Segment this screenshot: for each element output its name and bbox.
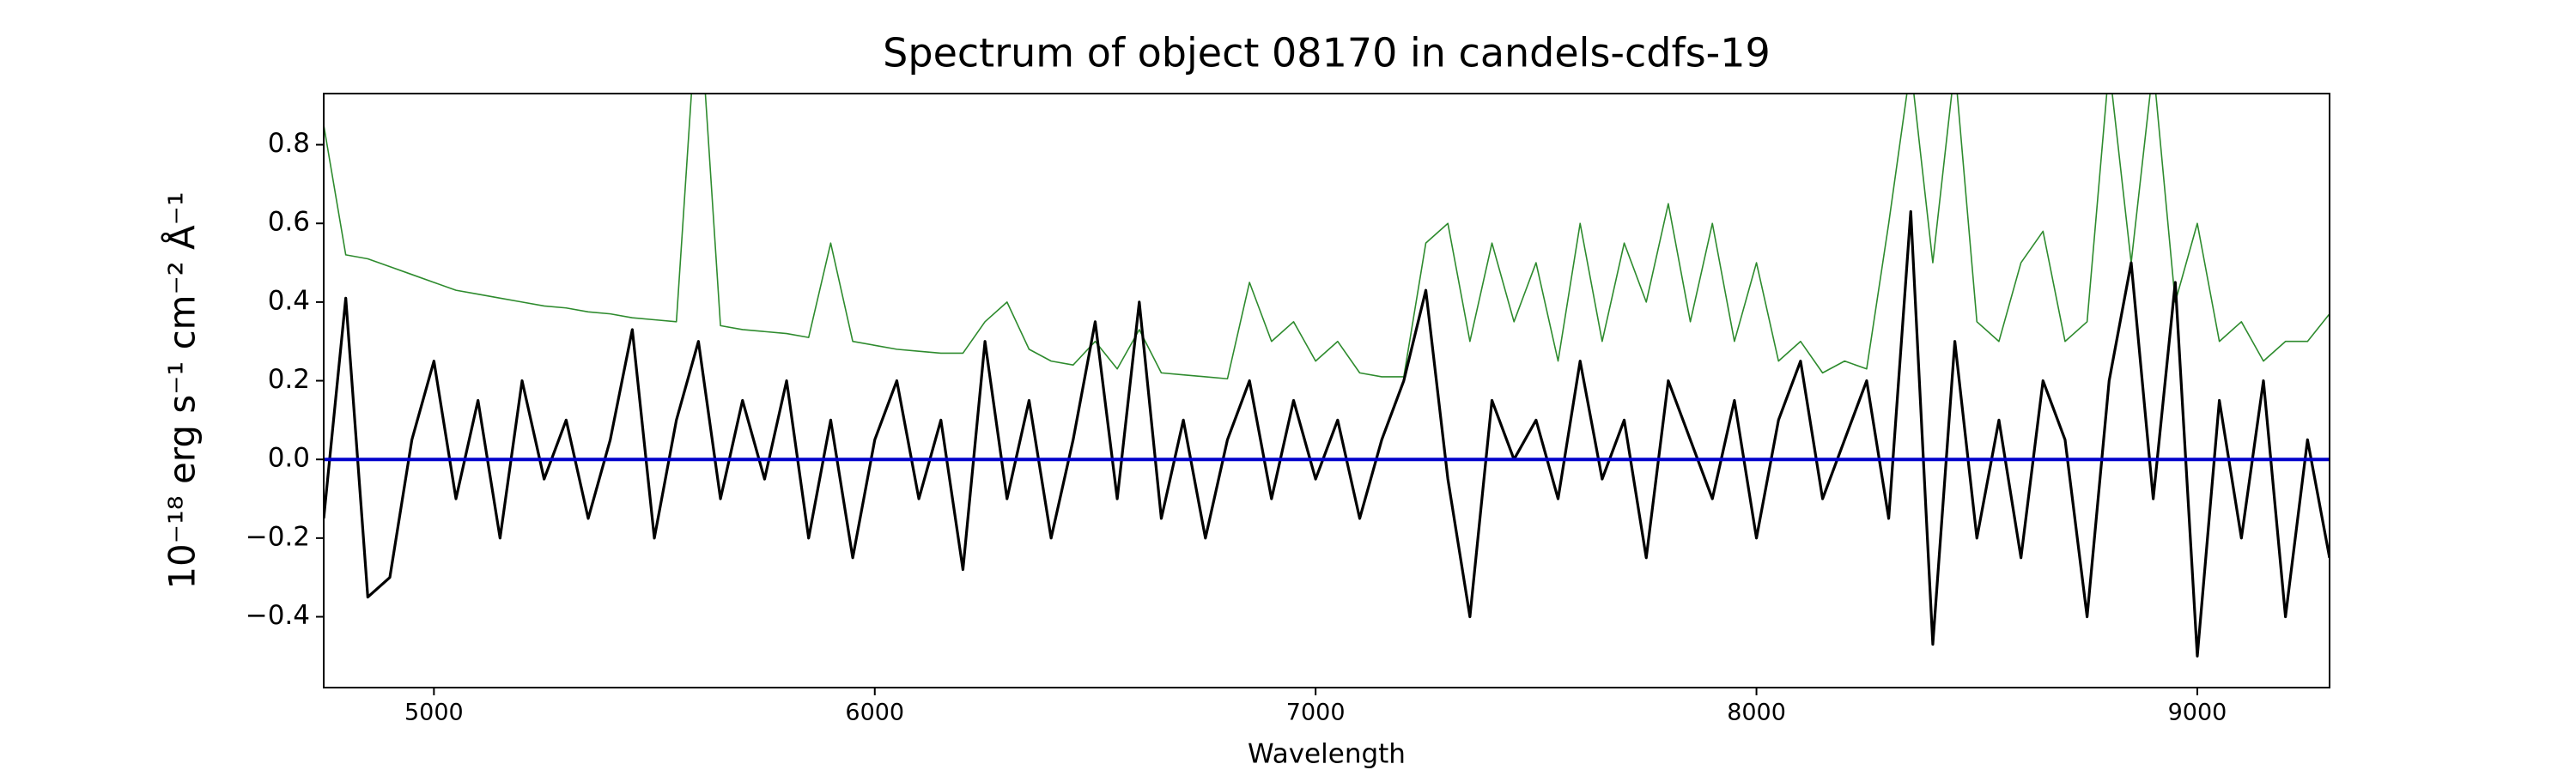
x-tick-label: 9000 xyxy=(2168,700,2227,726)
y-tick-label: −0.2 xyxy=(246,521,310,552)
plot-frame xyxy=(323,93,2330,688)
x-axis-label: Wavelength xyxy=(1248,739,1406,770)
y-tick-label: −0.4 xyxy=(246,600,310,631)
chart-title: Spectrum of object 08170 in candels-cdfs… xyxy=(883,30,1771,76)
axes: 5000 6000 7000 8000 9000 −0.4 −0.2 0.0 0.2 0.4 0.6… xyxy=(246,93,2330,726)
y-tick-label: 0.4 xyxy=(268,285,310,316)
spectrum-line xyxy=(324,94,2330,380)
plot-area xyxy=(324,94,2330,658)
spectrum-line xyxy=(324,209,2330,658)
y-tick-label: 0.2 xyxy=(268,364,310,395)
x-tick-label: 8000 xyxy=(1727,700,1786,726)
x-tick-label: 7000 xyxy=(1286,700,1346,726)
x-tick-label: 6000 xyxy=(845,700,904,726)
y-axis-label: 10⁻¹⁸ erg s⁻¹ cm⁻² Å⁻¹ xyxy=(161,191,204,589)
y-tick-label: 0.8 xyxy=(268,128,310,159)
y-tick-label: 0.0 xyxy=(268,443,310,474)
y-tick-label: 0.6 xyxy=(268,207,310,238)
x-tick-label: 5000 xyxy=(404,700,464,726)
